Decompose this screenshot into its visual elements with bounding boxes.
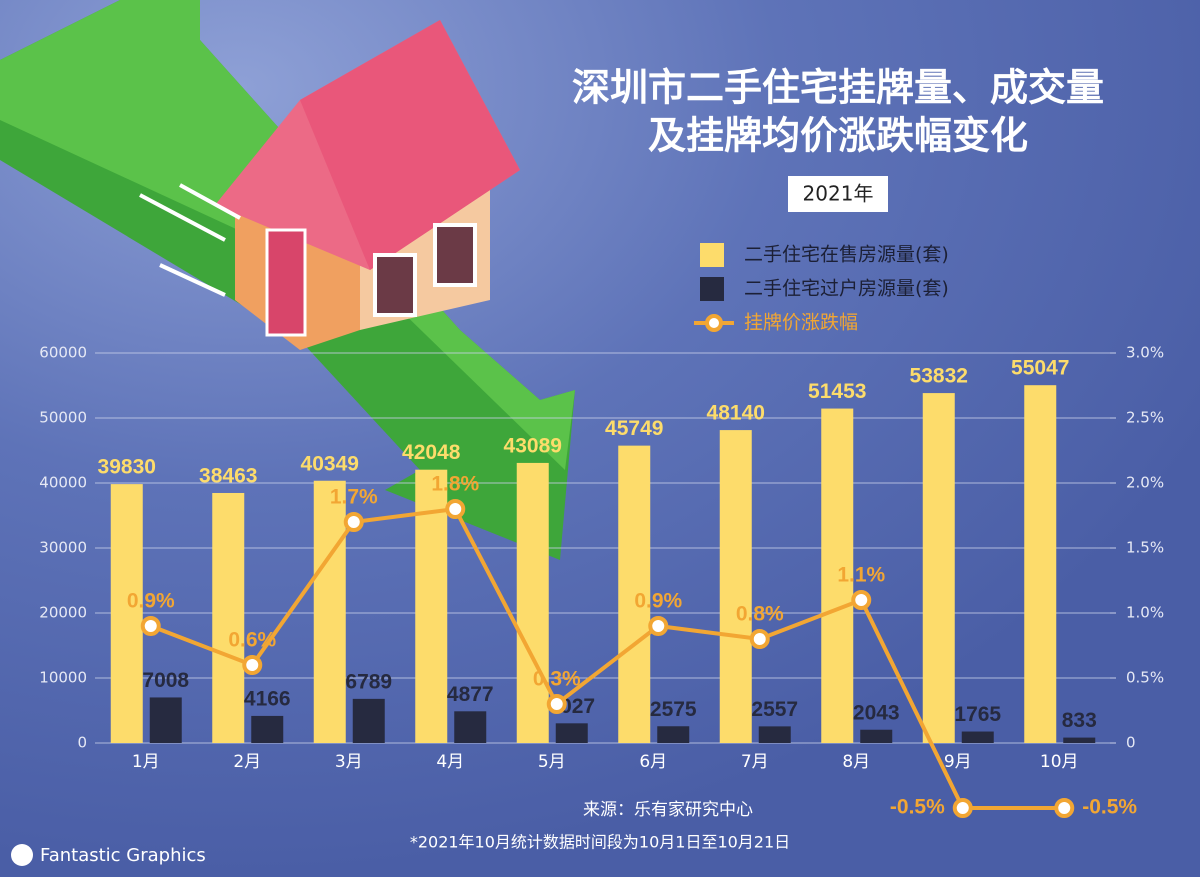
line-marker xyxy=(546,694,567,714)
value-label: 53832 xyxy=(910,365,968,388)
y-tick-label: 50000 xyxy=(39,409,87,427)
note: *2021年10月统计数据时间段为10月1日至10月21日 xyxy=(410,833,790,852)
value-label: 4166 xyxy=(244,687,291,710)
value-label: 1.1% xyxy=(837,564,885,587)
x-tick-label: 1月 xyxy=(132,752,160,772)
value-label: 6789 xyxy=(345,670,392,693)
value-label: 0.9% xyxy=(634,590,682,613)
bar xyxy=(149,697,182,743)
legend-label: 挂牌价涨跌幅 xyxy=(744,312,858,334)
x-tick-label: 9月 xyxy=(944,752,972,772)
value-label: 7008 xyxy=(142,669,189,692)
line-marker xyxy=(140,616,161,636)
subtitle-box xyxy=(788,176,888,212)
x-tick-label: 10月 xyxy=(1040,752,1079,772)
value-label: 39830 xyxy=(98,456,156,479)
bar xyxy=(922,393,955,743)
value-label: 2043 xyxy=(853,701,900,724)
line-marker xyxy=(749,629,770,649)
y-tick-label: 20000 xyxy=(39,604,87,622)
watermark: Fantastic Graphics xyxy=(40,845,206,866)
y2-tick-label: 1.0% xyxy=(1126,604,1164,622)
bar xyxy=(719,430,752,743)
legend-swatch xyxy=(700,243,724,267)
bar xyxy=(758,726,791,743)
value-label: 0.6% xyxy=(228,629,276,652)
bar xyxy=(110,484,143,743)
value-label: 40349 xyxy=(301,452,359,475)
value-label: 55047 xyxy=(1011,357,1069,380)
line-marker xyxy=(445,499,466,519)
value-label: 2575 xyxy=(650,698,697,721)
value-label: 38463 xyxy=(199,465,257,488)
bar xyxy=(555,723,588,743)
y-tick-label: 0 xyxy=(77,734,87,752)
y2-tick-label: 1.5% xyxy=(1126,539,1164,557)
y2-tick-label: 2.5% xyxy=(1126,409,1164,427)
value-label: 2557 xyxy=(751,698,798,721)
value-label: -0.5% xyxy=(1082,796,1137,819)
line-marker xyxy=(851,590,872,610)
value-label: 833 xyxy=(1062,709,1097,732)
y2-tick-label: 0.5% xyxy=(1126,669,1164,687)
x-tick-label: 5月 xyxy=(538,752,566,772)
value-label: 0.3% xyxy=(533,668,581,691)
bar xyxy=(618,445,651,743)
x-tick-label: 3月 xyxy=(335,752,363,772)
bar xyxy=(821,408,854,743)
value-label: -0.5% xyxy=(890,796,945,819)
value-label: 4877 xyxy=(447,683,494,706)
x-tick-label: 2月 xyxy=(233,752,261,772)
y-tick-label: 40000 xyxy=(39,474,87,492)
value-label: 48140 xyxy=(707,402,765,425)
chart-title: 深圳市二手住宅挂牌量、成交量 xyxy=(572,66,1104,110)
line-marker xyxy=(343,512,364,532)
y2-tick-label: 2.0% xyxy=(1126,474,1164,492)
value-label: 0.8% xyxy=(736,603,784,626)
value-label: 0.9% xyxy=(127,590,175,613)
bar xyxy=(251,715,284,743)
decoration xyxy=(0,0,575,560)
bar xyxy=(516,462,549,743)
value-label: 1765 xyxy=(954,703,1001,726)
bar xyxy=(352,698,385,743)
y-tick-label: 60000 xyxy=(39,344,87,362)
value-label: 1.8% xyxy=(431,473,479,496)
line-marker xyxy=(952,798,973,818)
x-tick-label: 8月 xyxy=(842,752,870,772)
x-tick-label: 6月 xyxy=(639,752,667,772)
x-tick-label: 4月 xyxy=(436,752,464,772)
logo xyxy=(11,844,33,866)
y2-tick-label: 3.0% xyxy=(1126,344,1164,362)
y-tick-label: 10000 xyxy=(39,669,87,687)
value-label: 1.7% xyxy=(330,486,378,509)
y2-tick-label: 0 xyxy=(1126,734,1136,752)
bar xyxy=(212,492,245,743)
legend-label: 二手住宅过户房源量(套) xyxy=(744,278,949,300)
bar xyxy=(454,711,487,743)
bar xyxy=(961,731,994,743)
bar xyxy=(1063,737,1096,743)
value-label: 45749 xyxy=(605,417,663,440)
bar xyxy=(657,726,690,743)
line-marker xyxy=(1054,798,1075,818)
bar xyxy=(1024,385,1057,743)
bar xyxy=(860,729,893,743)
line-marker xyxy=(648,616,669,636)
legend-swatch xyxy=(700,277,724,301)
bar xyxy=(313,480,346,743)
line-marker xyxy=(242,655,263,675)
chart-title: 及挂牌均价涨跌幅变化 xyxy=(648,114,1028,158)
legend-marker xyxy=(705,314,723,332)
line xyxy=(150,506,1065,810)
subtitle: 2021年 xyxy=(803,182,874,206)
value-label: 42048 xyxy=(402,441,461,464)
y-tick-label: 30000 xyxy=(39,539,87,557)
x-tick-label: 7月 xyxy=(741,752,769,772)
legend-label: 二手住宅在售房源量(套) xyxy=(744,244,949,266)
source: 来源：乐有家研究中心 xyxy=(583,800,753,820)
value-label: 51453 xyxy=(808,380,866,403)
value-label: 43089 xyxy=(504,434,562,457)
